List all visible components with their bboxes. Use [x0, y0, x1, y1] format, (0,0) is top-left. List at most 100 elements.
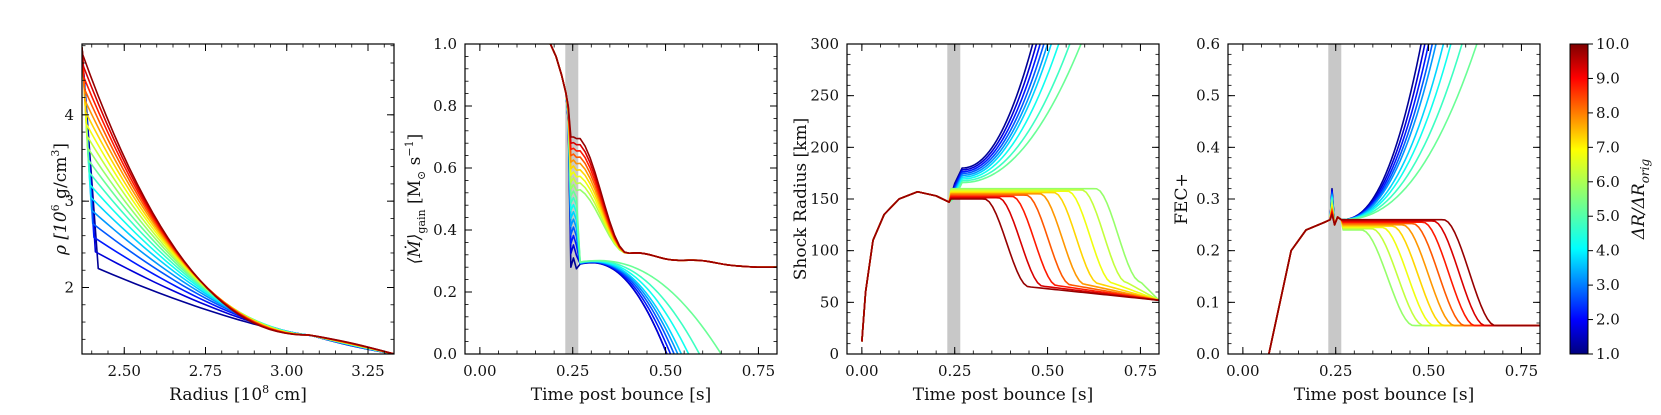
- fec-plus-curve: [1268, 213, 1540, 354]
- panel-mass-accretion: 0.00 0.25 0.50 0.75 0.0 0.2 0.4 0.6 0.8 1.0 Time …: [403, 35, 778, 405]
- mass-accretion-xlabel: Time post bounce [s]: [531, 385, 711, 405]
- shock-radius-xtick-label: 0.50: [1031, 362, 1064, 380]
- fec-plus-ytick-label: 0.2: [1196, 242, 1220, 260]
- shock-radius-ytick-label: 50: [820, 293, 839, 311]
- fec-plus-curve: [1268, 44, 1434, 354]
- mass-accretion-xtick-label: 0.50: [649, 362, 682, 380]
- fec-plus-curve: [1268, 209, 1540, 354]
- panel-shock-radius: 0.00 0.25 0.50 0.75 0 50 100 150 200 250 300 Time …: [791, 35, 1160, 405]
- fec-plus-xtick-label: 0.50: [1412, 362, 1445, 380]
- mass-accretion-axes-frame: [464, 43, 778, 355]
- fec-plus-curve: [1268, 44, 1463, 354]
- mass-accretion-curves: [549, 44, 777, 354]
- panel-fec-plus: 0.00 0.25 0.50 0.75 0.0 0.1 0.2 0.3 0.4 0.5 0.6 Ti…: [1172, 35, 1541, 405]
- panel-density: 2.50 2.75 3.00 3.25 2 3 4 Radius [108 cm] ρ [1…: [49, 43, 395, 405]
- mass-accretion-ytick-label: 0.0: [433, 345, 457, 363]
- shock-radius-ticks: 0.00 0.25 0.50 0.75 0 50 100 150 200 250 300: [810, 35, 1159, 380]
- colorbar-tick-label: 8.0: [1596, 104, 1620, 122]
- fec-plus-curve: [1268, 212, 1540, 354]
- mass-accretion-curve: [549, 44, 690, 354]
- colorbar-tick-label: 9.0: [1596, 69, 1620, 87]
- mass-accretion-ticks: 0.00 0.25 0.50 0.75 0.0 0.2 0.4 0.6 0.8 1.0: [433, 35, 777, 380]
- density-xtick-label: 3.25: [351, 362, 384, 380]
- shock-radius-ytick-label: 250: [810, 87, 839, 105]
- density-ticks: 2.50 2.75 3.00 3.25 2 3 4: [64, 44, 394, 380]
- fec-plus-curve: [1268, 207, 1540, 354]
- fec-plus-curves: [1268, 44, 1540, 354]
- fec-plus-ytick-label: 0.6: [1196, 35, 1220, 53]
- density-ytick-label: 2: [64, 279, 74, 297]
- density-ytick-label: 3: [64, 192, 74, 210]
- shock-radius-curve: [861, 187, 1159, 342]
- shock-radius-curves: [861, 44, 1159, 342]
- shock-radius-curve: [861, 190, 1159, 342]
- colorbar-tick-label: 6.0: [1596, 173, 1620, 191]
- colorbar-tick-label: 1.0: [1596, 345, 1620, 363]
- colorbar-tick-label: 10.0: [1596, 35, 1629, 53]
- shock-radius-ytick-label: 300: [810, 35, 839, 53]
- mass-accretion-xtick-label: 0.00: [463, 362, 496, 380]
- density-ylabel: ρ [106 g/cm3]: [49, 143, 71, 256]
- fec-plus-curve: [1268, 44, 1422, 354]
- shock-radius-curve: [861, 190, 1159, 342]
- shock-radius-xtick-label: 0.75: [1124, 362, 1157, 380]
- mass-accretion-ytick-label: 0.6: [433, 159, 457, 177]
- colorbar-tick-label: 3.0: [1596, 276, 1620, 294]
- shock-radius-xtick-label: 0.00: [845, 362, 878, 380]
- shock-radius-ylabel: Shock Radius [km]: [791, 118, 811, 280]
- fec-plus-xlabel: Time post bounce [s]: [1294, 385, 1474, 405]
- mass-accretion-curve: [549, 44, 683, 354]
- mass-accretion-xtick-label: 0.75: [742, 362, 775, 380]
- density-ytick-label: 4: [64, 106, 74, 124]
- colorbar-tick-label: 2.0: [1596, 311, 1620, 329]
- fec-plus-curve: [1268, 44, 1478, 354]
- shock-radius-curve: [861, 44, 1071, 342]
- mass-accretion-curve: [549, 44, 723, 354]
- fec-plus-ytick-label: 0.0: [1196, 345, 1220, 363]
- shock-radius-axes-frame: [846, 43, 1160, 355]
- fec-plus-ticks: 0.00 0.25 0.50 0.75 0.0 0.1 0.2 0.3 0.4 0.5 0.6: [1196, 35, 1540, 380]
- mass-accretion-ytick-label: 1.0: [433, 35, 457, 53]
- mass-accretion-curve: [549, 44, 675, 354]
- colorbar-tick-label: 4.0: [1596, 242, 1620, 260]
- shock-radius-ytick-label: 100: [810, 242, 839, 260]
- shock-radius-curve: [861, 190, 1159, 342]
- colorbar: 1.0 2.0 3.0 4.0 5.0 6.0 7.0 8.0 9.0 10.0 ΔR/ΔRori…: [1569, 35, 1652, 363]
- density-xtick-label: 3.00: [270, 362, 303, 380]
- mass-accretion-curve: [549, 44, 679, 354]
- mass-accretion-curve: [549, 44, 701, 354]
- colorbar-gradient: [1569, 43, 1589, 355]
- fec-plus-curve: [1268, 210, 1540, 354]
- shock-radius-curve: [861, 190, 1159, 342]
- density-xtick-label: 2.50: [108, 362, 141, 380]
- shock-radius-ytick-label: 0: [829, 345, 839, 363]
- mass-accretion-curve: [549, 44, 777, 268]
- colorbar-tick-label: 7.0: [1596, 138, 1620, 156]
- fec-plus-ylabel: FEC+: [1172, 173, 1192, 224]
- colorbar-label: ΔR/ΔRorig: [1629, 158, 1652, 240]
- fec-plus-xtick-label: 0.75: [1505, 362, 1538, 380]
- fec-plus-ytick-label: 0.5: [1196, 87, 1220, 105]
- shock-radius-ytick-label: 150: [810, 190, 839, 208]
- fec-plus-ytick-label: 0.4: [1196, 138, 1220, 156]
- colorbar-ticks: 1.0 2.0 3.0 4.0 5.0 6.0 7.0 8.0 9.0 10.0: [1588, 35, 1629, 363]
- mass-accretion-xtick-label: 0.25: [556, 362, 589, 380]
- density-curves: [82, 47, 394, 354]
- fec-plus-ytick-label: 0.1: [1196, 293, 1220, 311]
- fec-plus-xtick-label: 0.00: [1226, 362, 1259, 380]
- fec-plus-curve: [1268, 203, 1540, 354]
- mass-accretion-curve: [549, 44, 672, 354]
- density-xlabel: Radius [108 cm]: [169, 383, 307, 405]
- shock-radius-xtick-label: 0.25: [938, 362, 971, 380]
- shock-radius-ytick-label: 200: [810, 138, 839, 156]
- density-curve: [82, 47, 394, 354]
- fec-plus-xtick-label: 0.25: [1319, 362, 1352, 380]
- mass-accretion-ylabel: ⟨Ṁ⟩gain [M⊙ s−1]: [403, 134, 428, 265]
- mass-accretion-curve: [549, 44, 668, 354]
- shock-radius-curve: [861, 190, 1159, 342]
- shock-radius-curve: [861, 190, 1159, 342]
- density-curve: [82, 47, 394, 354]
- mass-accretion-ytick-label: 0.8: [433, 97, 457, 115]
- fec-plus-band: [1328, 44, 1342, 354]
